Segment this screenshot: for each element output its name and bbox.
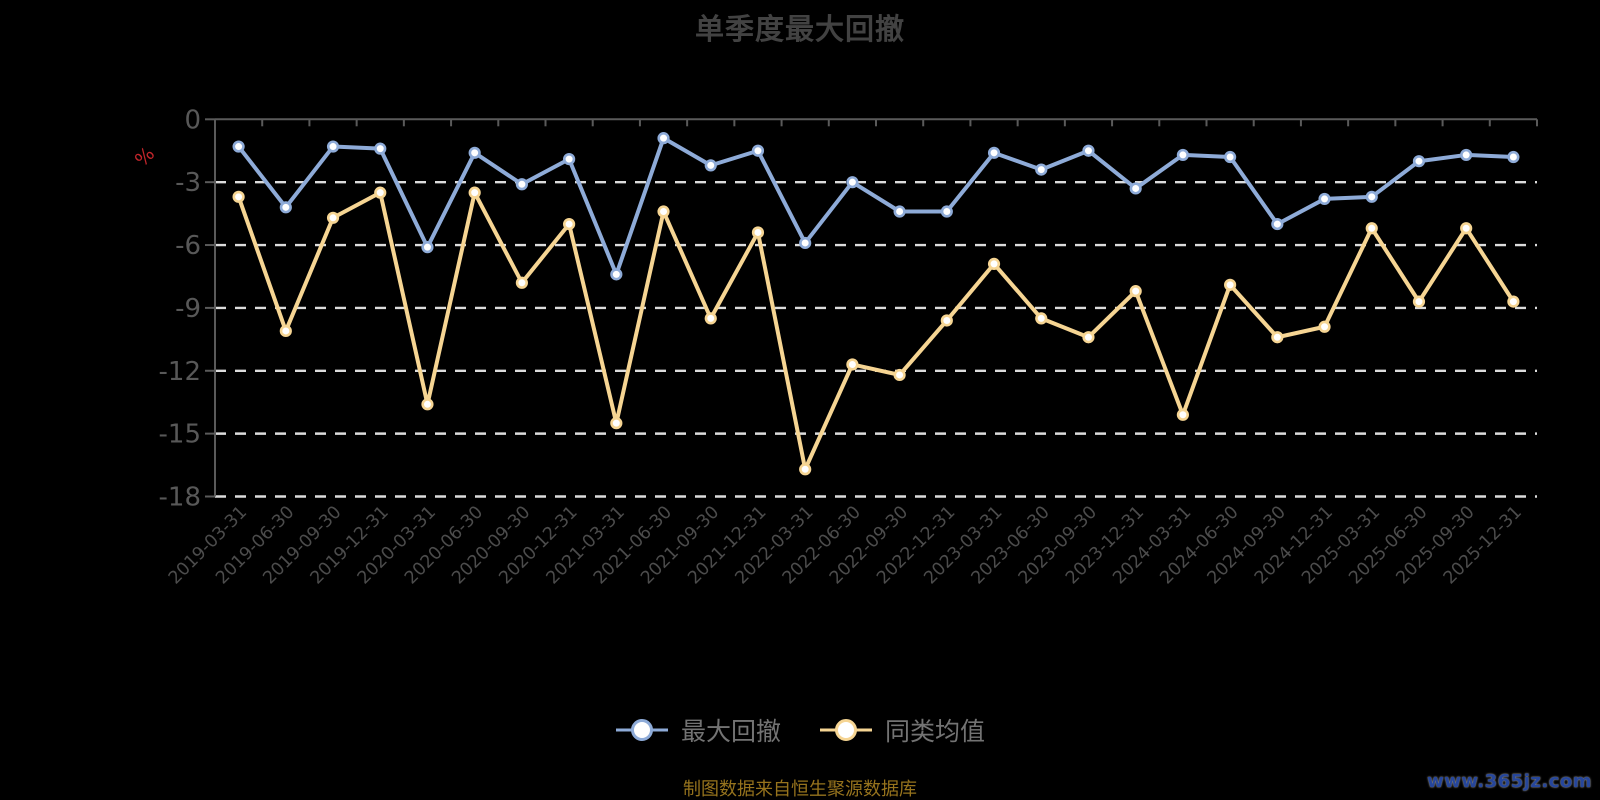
max-drawdown-point[interactable] [1412, 155, 1426, 168]
category-average-point[interactable] [279, 324, 292, 338]
category-average-point[interactable] [751, 226, 765, 239]
max-drawdown-point[interactable] [515, 178, 528, 191]
max-drawdown-point[interactable] [1224, 150, 1237, 164]
y-axis-label: 0 [184, 105, 201, 135]
category-average-point[interactable] [468, 186, 481, 199]
max-drawdown-point[interactable] [1271, 217, 1284, 231]
max-drawdown-point[interactable] [374, 142, 387, 155]
legend-label-category-average: 同类均值 [885, 717, 986, 746]
max-drawdown-point[interactable] [1082, 144, 1095, 157]
chart-title: 单季度最大回撤 [694, 12, 905, 46]
category-average-point[interactable] [799, 463, 812, 476]
category-average-point[interactable] [1412, 295, 1426, 308]
category-average-point[interactable] [1035, 312, 1048, 325]
category-average-point[interactable] [893, 368, 906, 382]
max-drawdown-point[interactable] [1365, 190, 1378, 203]
max-drawdown-point[interactable] [940, 205, 953, 218]
category-average-point[interactable] [232, 190, 245, 203]
category-average-point[interactable] [846, 358, 859, 371]
watermark: www.365jz.com [1427, 771, 1592, 792]
legend-item-category-average[interactable]: 同类均值 [819, 712, 985, 748]
max-drawdown-point[interactable] [1318, 192, 1331, 206]
category-average-point[interactable] [1460, 222, 1473, 235]
category-average-point[interactable] [1507, 295, 1520, 308]
category-average-point[interactable] [1082, 331, 1095, 344]
max-drawdown-point[interactable] [1129, 182, 1142, 195]
category-average-point[interactable] [1318, 320, 1331, 333]
category-average-line [236, 190, 1516, 472]
category-average-point[interactable] [1224, 278, 1237, 291]
category-average-point[interactable] [515, 276, 528, 289]
max-drawdown-point[interactable] [279, 201, 292, 214]
y-axis-label: -3 [175, 168, 201, 198]
data-source-note: 制图数据来自恒生聚源数据库 [683, 779, 917, 800]
max-drawdown-line [236, 136, 1516, 277]
category-average-point[interactable] [1271, 331, 1284, 344]
max-drawdown-point[interactable] [326, 140, 340, 153]
max-drawdown-point[interactable] [563, 153, 576, 166]
category-average-point[interactable] [657, 205, 670, 218]
category-average-point[interactable] [563, 217, 576, 231]
max-drawdown-point[interactable] [987, 146, 1001, 159]
category-average-point[interactable] [610, 417, 623, 430]
max-drawdown-point[interactable] [751, 144, 765, 157]
legend-label-max-drawdown: 最大回撤 [680, 717, 781, 746]
category-average-point[interactable] [374, 186, 387, 199]
category-average-point[interactable] [704, 312, 717, 325]
max-drawdown-point[interactable] [1176, 148, 1189, 162]
category-average-point[interactable] [1129, 285, 1142, 298]
y-axis-label: -9 [175, 294, 201, 324]
y-axis-label: -18 [159, 483, 201, 513]
category-average-point[interactable] [421, 398, 434, 411]
max-drawdown-point[interactable] [704, 159, 717, 172]
max-drawdown-point[interactable] [232, 140, 245, 153]
category-average-point[interactable] [326, 211, 340, 224]
max-drawdown-point[interactable] [1035, 163, 1048, 176]
category-average-point[interactable] [1365, 222, 1378, 235]
max-drawdown-point[interactable] [799, 236, 812, 250]
max-drawdown-point[interactable] [610, 268, 623, 281]
y-axis-label: -15 [159, 420, 201, 450]
max-drawdown-point[interactable] [846, 176, 859, 189]
line-circle-marker-yellow-icon [820, 719, 872, 741]
y-axis-label: -6 [175, 231, 201, 261]
legend-item-max-drawdown[interactable]: 最大回撤 [615, 712, 781, 748]
max-drawdown-point[interactable] [1507, 150, 1520, 164]
plot-area[interactable]: 0-3-6-9-12-15-182019-03-312019-06-302019… [0, 0, 1600, 710]
max-drawdown-point[interactable] [1460, 148, 1473, 162]
legend: 最大回撤 同类均值 [0, 712, 1600, 748]
max-drawdown-point[interactable] [893, 205, 906, 218]
y-axis-label: -12 [159, 357, 201, 387]
category-average-point[interactable] [940, 314, 953, 327]
line-circle-marker-blue-icon [615, 719, 668, 741]
category-average-point[interactable] [987, 257, 1001, 270]
max-drawdown-point[interactable] [657, 132, 670, 145]
max-drawdown-point[interactable] [421, 241, 434, 254]
category-average-point[interactable] [1176, 408, 1189, 421]
max-drawdown-point[interactable] [468, 146, 481, 159]
